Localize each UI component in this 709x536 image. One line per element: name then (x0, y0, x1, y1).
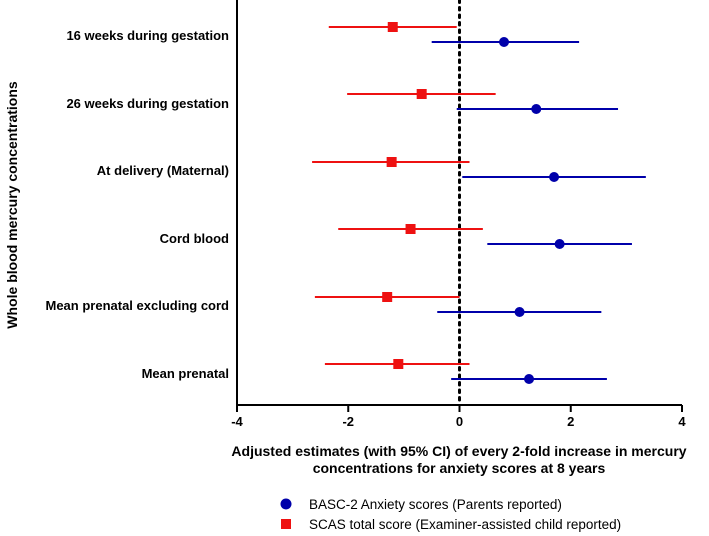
estimate-point-basc2-0 (499, 37, 509, 47)
legend-label-scas: SCAS total score (Examiner-assisted chil… (309, 517, 621, 532)
x-axis-title: Adjusted estimates (with 95% CI) of ever… (231, 443, 686, 476)
x-axis-title-line-1: Adjusted estimates (with 95% CI) of ever… (231, 443, 686, 459)
estimate-point-scas-2 (386, 157, 397, 167)
category-label-16-weeks: 16 weeks during gestation (66, 28, 229, 43)
x-axis-title-line-2: concentrations for anxiety scores at 8 y… (313, 460, 606, 476)
estimate-point-scas-3 (405, 224, 416, 234)
x-tick-label-3: 2 (567, 414, 574, 429)
category-label-mean-prenatal: Mean prenatal (142, 366, 229, 381)
x-tick-label-1: -2 (342, 414, 354, 429)
category-label-mean-prenatal-excl-cord: Mean prenatal excluding cord (46, 298, 230, 313)
y-axis-title: Whole blood mercury concentrations (4, 81, 20, 329)
estimate-point-scas-1 (416, 89, 427, 99)
legend: BASC-2 Anxiety scores (Parents reported)… (280, 497, 621, 532)
x-tick-label-0: -4 (231, 414, 243, 429)
estimate-point-basc2-5 (524, 374, 535, 384)
legend-marker-scas (281, 519, 291, 529)
category-label-26-weeks: 26 weeks during gestation (66, 96, 229, 111)
category-label-at-delivery: At delivery (Maternal) (97, 163, 229, 178)
y-axis-title-group: Whole blood mercury concentrations (4, 81, 20, 329)
x-axis: -4 -2 0 2 4 (231, 0, 686, 429)
x-tick-label-4: 4 (678, 414, 686, 429)
estimate-point-scas-0 (387, 22, 398, 32)
x-tick-label-2: 0 (456, 414, 463, 429)
estimate-point-scas-5 (393, 359, 404, 369)
category-label-cord-blood: Cord blood (160, 231, 229, 246)
legend-label-basc2: BASC-2 Anxiety scores (Parents reported) (309, 497, 562, 512)
plot-area (312, 0, 646, 407)
estimate-point-basc2-1 (531, 104, 542, 114)
estimate-point-basc2-2 (549, 172, 560, 182)
legend-marker-basc2 (280, 498, 292, 510)
category-labels: 16 weeks during gestation 26 weeks durin… (46, 28, 230, 381)
estimate-point-basc2-4 (514, 307, 525, 317)
estimate-point-basc2-3 (554, 239, 565, 249)
estimate-point-scas-4 (382, 292, 393, 302)
